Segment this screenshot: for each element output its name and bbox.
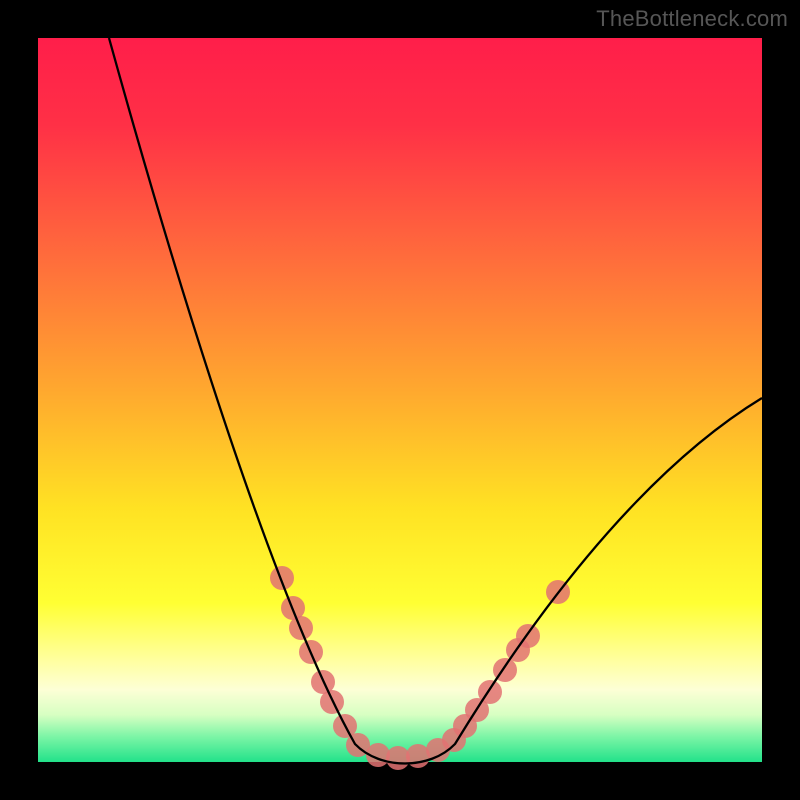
bottleneck-chart <box>0 0 800 800</box>
watermark-text: TheBottleneck.com <box>596 6 788 32</box>
chart-background <box>38 38 762 762</box>
data-marker <box>270 566 294 590</box>
